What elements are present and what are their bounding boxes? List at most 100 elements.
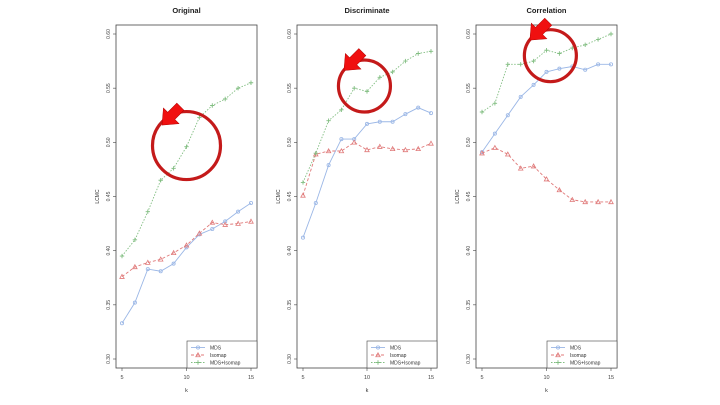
data-point	[235, 85, 241, 91]
arrow-icon	[529, 17, 553, 41]
y-axis-label: LCMC	[455, 189, 461, 204]
x-tick-label: 5	[301, 375, 304, 381]
y-tick-label: 0.60	[287, 29, 293, 39]
data-point	[530, 163, 537, 169]
data-point	[144, 259, 151, 265]
data-point	[428, 111, 433, 116]
panel-original: Original 0.30 0.35 0.40 0.45 0.50 0.55 0.60 LCMC…	[95, 6, 258, 394]
data-point	[313, 150, 318, 156]
data-point	[338, 147, 345, 154]
data-point	[196, 230, 203, 236]
highlight-annotation	[336, 48, 393, 114]
data-point	[170, 249, 177, 255]
y-tick-label: 0.45	[106, 191, 112, 201]
data-point	[608, 31, 614, 37]
data-point	[415, 145, 422, 151]
y-axis-label: LCMC	[95, 189, 101, 204]
legend-marker	[195, 360, 201, 365]
data-point	[222, 221, 229, 227]
y-tick-label: 0.50	[287, 137, 293, 147]
data-point	[184, 144, 189, 149]
series-isomap	[300, 139, 434, 198]
arrow-icon	[161, 102, 185, 126]
data-point	[209, 219, 216, 225]
y-tick-label: 0.35	[106, 300, 112, 310]
data-point	[145, 267, 150, 272]
x-tick-label: 5	[120, 375, 123, 381]
x-axis-label: k	[545, 388, 548, 394]
data-point	[183, 242, 190, 248]
data-point	[171, 166, 176, 171]
arrow-icon	[343, 48, 367, 71]
legend-marker	[375, 345, 380, 350]
y-tick-label: 0.35	[287, 300, 293, 310]
chart-title: Correlation	[526, 6, 566, 15]
data-point	[492, 131, 497, 136]
y-tick-label: 0.45	[466, 191, 472, 201]
data-point	[248, 80, 254, 85]
data-point	[132, 237, 138, 243]
y-tick-label: 0.55	[287, 83, 293, 93]
data-point	[492, 144, 498, 150]
legend-entry: Isomap	[210, 353, 227, 359]
legend-marker	[195, 351, 201, 358]
series-line	[121, 220, 252, 278]
data-point	[544, 48, 549, 53]
data-point	[312, 151, 319, 157]
series-line	[481, 33, 612, 113]
series-line	[121, 202, 252, 324]
data-point	[403, 112, 408, 117]
data-point	[377, 119, 382, 124]
plot-frame	[475, 24, 618, 369]
y-tick-label: 0.40	[287, 246, 293, 256]
y-axis-label: LCMC	[276, 189, 282, 204]
data-point	[364, 146, 370, 153]
data-point	[583, 67, 588, 72]
highlight-circle	[336, 58, 393, 114]
data-point	[595, 37, 601, 42]
y-tick-label: 0.60	[106, 29, 112, 39]
panel-discriminate: Discriminate 0.30 0.35 0.40 0.45 0.50 0.55 0.60…	[276, 6, 438, 394]
y-tick-label: 0.40	[106, 246, 112, 256]
data-point	[557, 66, 562, 71]
y-tick-label: 0.45	[287, 191, 293, 201]
y-tick-label: 0.40	[466, 246, 472, 256]
data-point	[403, 58, 408, 64]
highlight-annotation	[150, 102, 223, 182]
data-point	[518, 94, 523, 99]
data-point	[505, 113, 510, 118]
series-mds	[120, 200, 253, 326]
y-tick-label: 0.50	[106, 137, 112, 147]
series-line	[121, 82, 252, 257]
data-point	[479, 109, 485, 115]
data-point	[608, 198, 614, 205]
data-point	[325, 147, 332, 154]
y-tick-label: 0.35	[466, 300, 472, 310]
plot-frame	[115, 24, 258, 369]
data-point	[120, 321, 125, 326]
data-point	[377, 75, 382, 80]
data-point	[119, 273, 125, 279]
x-tick-label: 15	[428, 375, 434, 381]
data-point	[300, 180, 306, 185]
data-point	[326, 163, 331, 168]
legend-marker	[555, 360, 561, 365]
legend-marker	[556, 345, 561, 350]
highlight-circle	[522, 28, 578, 84]
data-point	[145, 209, 150, 214]
y-tick-label: 0.60	[466, 29, 472, 39]
data-point	[609, 62, 614, 67]
data-point	[428, 140, 434, 146]
data-point	[492, 101, 498, 106]
data-point	[313, 200, 318, 205]
legend-marker	[375, 360, 381, 365]
data-point	[531, 82, 536, 87]
legend-entry: MDS+Isomap	[390, 360, 421, 366]
y-tick-label: 0.55	[106, 83, 112, 93]
y-tick-label: 0.30	[106, 354, 112, 364]
arrow-shape	[161, 102, 185, 126]
highlight-annotation	[522, 17, 578, 84]
data-point	[479, 150, 485, 156]
